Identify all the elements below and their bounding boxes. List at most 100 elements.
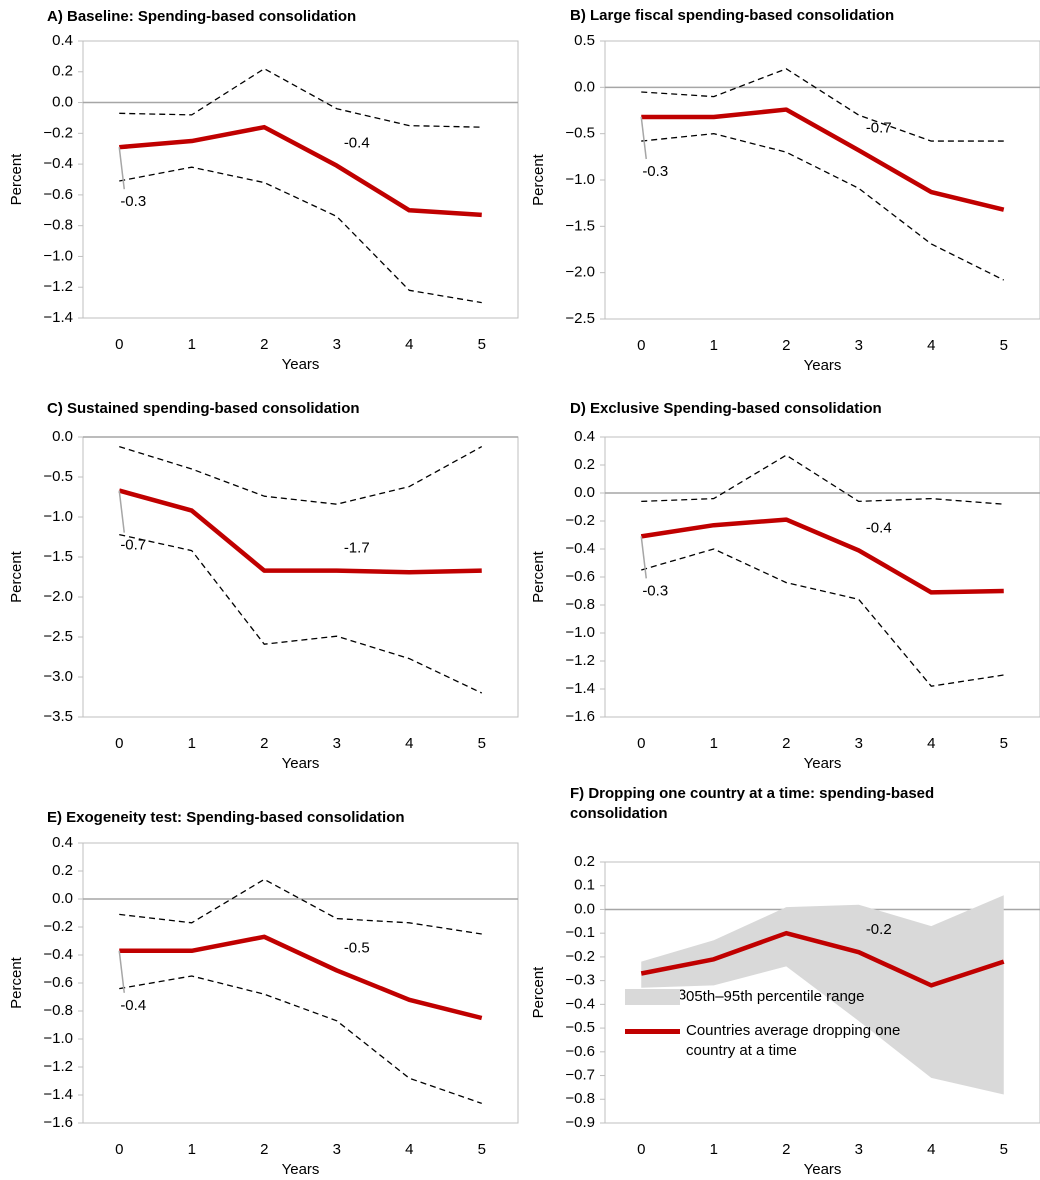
- leader-line: [118, 950, 125, 993]
- y-tick-label: −1.2: [43, 1058, 73, 1075]
- y-tick-label: −1.2: [565, 652, 595, 669]
- y-tick-label: −0.2: [565, 512, 595, 529]
- leader-line: [640, 116, 647, 160]
- x-tick-label: 3: [333, 1141, 341, 1158]
- x-tick-label: 1: [710, 1141, 718, 1158]
- x-tick-label: 2: [782, 1141, 790, 1158]
- confidence-line: [641, 548, 1004, 687]
- x-tick-label: 2: [260, 1141, 268, 1158]
- plot-frame: [82, 40, 519, 319]
- x-tick-label: 4: [927, 337, 935, 354]
- y-tick-label: 0.2: [574, 456, 595, 473]
- y-axis-label: Percent: [530, 153, 547, 206]
- y-tick-label: −1.4: [565, 680, 595, 697]
- y-tick-label: −1.0: [43, 508, 73, 525]
- x-tick-label: 3: [855, 735, 863, 752]
- x-tick-label: 0: [637, 337, 645, 354]
- y-tick-label: 0.0: [574, 900, 595, 917]
- data-label: -0.3: [120, 193, 146, 210]
- y-tick-label: 0.4: [52, 834, 73, 851]
- chart-title: C) Sustained spending-based consolidatio…: [47, 400, 360, 417]
- y-tick-label: −0.4: [565, 995, 595, 1012]
- estimate-line: [119, 934, 483, 1021]
- confidence-line: [119, 533, 483, 694]
- x-axis-label: Years: [282, 755, 320, 772]
- y-tick-label: −0.2: [43, 918, 73, 935]
- x-tick-label: 5: [1000, 735, 1008, 752]
- data-label: -1.7: [344, 540, 370, 557]
- data-label: -0.4: [866, 519, 892, 536]
- y-tick-label: −0.9: [565, 1114, 595, 1131]
- y-axis-label: Percent: [8, 956, 25, 1009]
- y-tick-label: −0.8: [43, 217, 73, 234]
- data-label: -0.7: [866, 119, 892, 136]
- y-tick-label: −0.8: [565, 1090, 595, 1107]
- y-tick-label: −1.6: [43, 1114, 73, 1131]
- chart-title: E) Exogeneity test: Spending-based conso…: [47, 809, 405, 826]
- data-label: -0.3: [642, 163, 668, 180]
- y-tick-label: −0.4: [43, 155, 73, 172]
- confidence-line: [119, 975, 482, 1105]
- legend-item: 05th–95th percentile range: [625, 987, 925, 1007]
- legend: 05th–95th percentile range Countries aver…: [625, 987, 925, 1075]
- percentile-band: [641, 895, 1004, 1095]
- x-tick-label: 5: [1000, 337, 1008, 354]
- data-label: -0.7: [120, 537, 146, 554]
- x-tick-label: 3: [333, 735, 341, 752]
- y-tick-label: −0.8: [565, 596, 595, 613]
- y-tick-label: −0.8: [43, 1002, 73, 1019]
- x-tick-label: 5: [478, 336, 486, 353]
- y-tick-label: −0.2: [565, 948, 595, 965]
- x-tick-label: 4: [405, 735, 413, 752]
- data-label: -0.4: [344, 135, 370, 152]
- x-tick-label: 5: [478, 1141, 486, 1158]
- y-tick-label: 0.2: [52, 63, 73, 80]
- chart-title: A) Baseline: Spending-based consolidatio…: [47, 8, 357, 25]
- y-axis-label: Percent: [8, 153, 25, 206]
- estimate-line: [119, 124, 482, 218]
- estimate-line: [640, 517, 1004, 595]
- x-tick-label: 1: [188, 735, 196, 752]
- confidence-line: [641, 68, 1004, 142]
- y-tick-label: −0.5: [565, 125, 595, 142]
- y-tick-label: −0.3: [565, 972, 595, 989]
- y-tick-label: −0.4: [565, 540, 595, 557]
- y-tick-label: −0.6: [565, 1043, 595, 1060]
- y-tick-label: −2.5: [565, 310, 595, 327]
- x-tick-label: 0: [115, 1141, 123, 1158]
- x-axis-label: Years: [804, 755, 842, 772]
- chart-title: F) Dropping one country at a time: spend…: [570, 785, 935, 822]
- y-axis-label: Percent: [530, 550, 547, 603]
- leader-line: [118, 490, 125, 533]
- y-tick-label: −0.2: [43, 124, 73, 141]
- x-tick-label: 2: [260, 735, 268, 752]
- x-tick-label: 1: [188, 1141, 196, 1158]
- y-tick-label: −0.4: [43, 946, 73, 963]
- x-tick-label: 4: [927, 735, 935, 752]
- estimate-line: [641, 107, 1005, 212]
- y-tick-label: −1.6: [565, 708, 595, 725]
- y-tick-label: −0.6: [43, 186, 73, 203]
- x-tick-label: 4: [927, 1141, 935, 1158]
- y-tick-label: −1.0: [565, 624, 595, 641]
- plot-frame: [604, 40, 1040, 320]
- y-tick-label: 0.1: [574, 877, 595, 894]
- y-tick-label: −0.6: [43, 974, 73, 991]
- y-tick-label: −1.4: [43, 1086, 73, 1103]
- legend-label: 05th–95th percentile range: [686, 988, 865, 1005]
- legend-label: Countries average dropping one country a…: [686, 1022, 901, 1059]
- x-tick-label: 2: [260, 336, 268, 353]
- x-axis-label: Years: [282, 1161, 320, 1178]
- y-tick-label: 0.5: [574, 32, 595, 49]
- y-tick-label: −3.5: [43, 708, 73, 725]
- estimate-line: [640, 930, 1005, 988]
- y-tick-label: −2.5: [43, 628, 73, 645]
- confidence-line: [641, 454, 1004, 505]
- y-tick-label: 0.0: [52, 890, 73, 907]
- y-tick-label: 0.0: [574, 78, 595, 95]
- y-tick-label: −0.1: [565, 924, 595, 941]
- leader-line: [640, 536, 647, 579]
- x-axis-label: Years: [804, 357, 842, 374]
- x-tick-label: 0: [637, 1141, 645, 1158]
